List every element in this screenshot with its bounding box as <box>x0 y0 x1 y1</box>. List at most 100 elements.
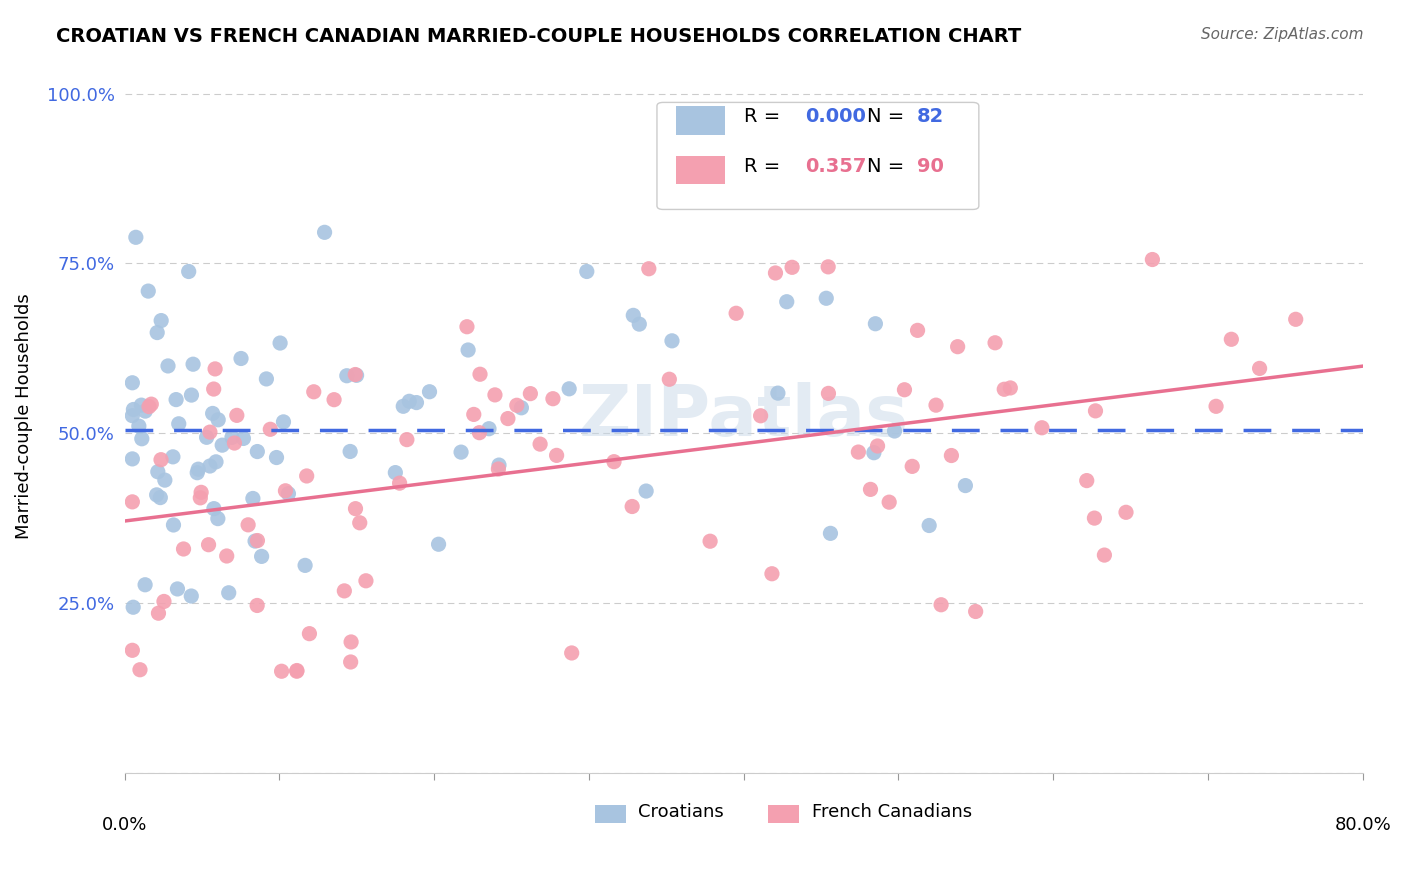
Point <box>277 486 299 500</box>
Point <box>863 446 886 460</box>
Point <box>129 663 152 677</box>
Text: 0.000: 0.000 <box>806 107 866 126</box>
Point <box>918 518 941 533</box>
Point <box>463 408 485 422</box>
Point <box>1142 252 1164 267</box>
Point <box>298 626 321 640</box>
Point <box>941 449 963 463</box>
Point <box>1285 312 1308 326</box>
Point <box>246 533 269 548</box>
Point <box>1249 361 1271 376</box>
Point <box>1000 381 1022 395</box>
Point <box>1115 505 1137 519</box>
Point <box>198 425 221 439</box>
Point <box>1205 400 1227 414</box>
Point <box>122 600 145 615</box>
Point <box>243 534 266 549</box>
Text: ZIPatlas: ZIPatlas <box>578 382 908 450</box>
Point <box>346 368 368 383</box>
Point <box>344 368 367 382</box>
Point <box>221 430 243 444</box>
Point <box>207 413 229 427</box>
Point <box>202 382 225 396</box>
Point <box>339 444 361 458</box>
Point <box>148 606 170 620</box>
Point <box>187 462 209 476</box>
Point <box>1083 511 1105 525</box>
Point <box>907 323 929 337</box>
Point <box>153 473 176 487</box>
Point <box>323 392 346 407</box>
Point <box>202 501 225 516</box>
Point <box>302 384 325 399</box>
Point <box>190 485 212 500</box>
Point <box>636 484 658 499</box>
Point <box>955 478 977 492</box>
Point <box>418 384 440 399</box>
Point <box>901 459 924 474</box>
Point <box>269 336 291 351</box>
Point <box>450 445 472 459</box>
Point <box>211 438 233 452</box>
Point <box>484 388 506 402</box>
Point <box>181 357 204 371</box>
Point <box>506 398 529 412</box>
Point <box>131 398 153 412</box>
Point <box>699 534 721 549</box>
Text: 90: 90 <box>917 157 943 176</box>
Point <box>349 516 371 530</box>
Point <box>134 404 156 418</box>
Point <box>1031 421 1053 435</box>
Point <box>177 264 200 278</box>
Point <box>946 340 969 354</box>
Point <box>167 417 190 431</box>
Point <box>150 452 173 467</box>
Point <box>1076 474 1098 488</box>
Text: R =: R = <box>744 107 786 126</box>
Point <box>468 425 491 440</box>
Point <box>121 376 143 390</box>
Point <box>392 399 415 413</box>
Point <box>153 594 176 608</box>
Point <box>180 589 202 603</box>
Point <box>128 419 150 434</box>
Point <box>541 392 564 406</box>
Bar <box>675 106 725 135</box>
Text: Croatians: Croatians <box>638 804 724 822</box>
Point <box>259 422 281 436</box>
Point <box>776 294 799 309</box>
Point <box>333 583 356 598</box>
Point <box>215 549 238 563</box>
Point <box>134 578 156 592</box>
Point <box>141 397 163 411</box>
Point <box>146 465 169 479</box>
Point <box>965 605 987 619</box>
Point <box>546 449 568 463</box>
FancyBboxPatch shape <box>657 103 979 210</box>
Point <box>925 398 948 412</box>
Point <box>285 664 308 678</box>
Point <box>859 483 882 497</box>
Point <box>388 476 411 491</box>
Point <box>273 415 295 429</box>
Point <box>201 406 224 420</box>
Point <box>156 359 179 373</box>
Point <box>125 230 148 244</box>
Point <box>186 466 208 480</box>
Point <box>246 444 269 458</box>
Point <box>765 266 787 280</box>
Point <box>204 362 226 376</box>
Point <box>294 558 316 573</box>
Point <box>575 264 598 278</box>
Point <box>122 402 145 417</box>
Bar <box>768 805 800 823</box>
Point <box>236 517 259 532</box>
Point <box>456 319 478 334</box>
Point <box>146 326 169 340</box>
Point <box>150 313 173 327</box>
Point <box>877 495 900 509</box>
Point <box>173 541 195 556</box>
Point <box>457 343 479 357</box>
Point <box>761 566 783 581</box>
Point <box>270 665 292 679</box>
